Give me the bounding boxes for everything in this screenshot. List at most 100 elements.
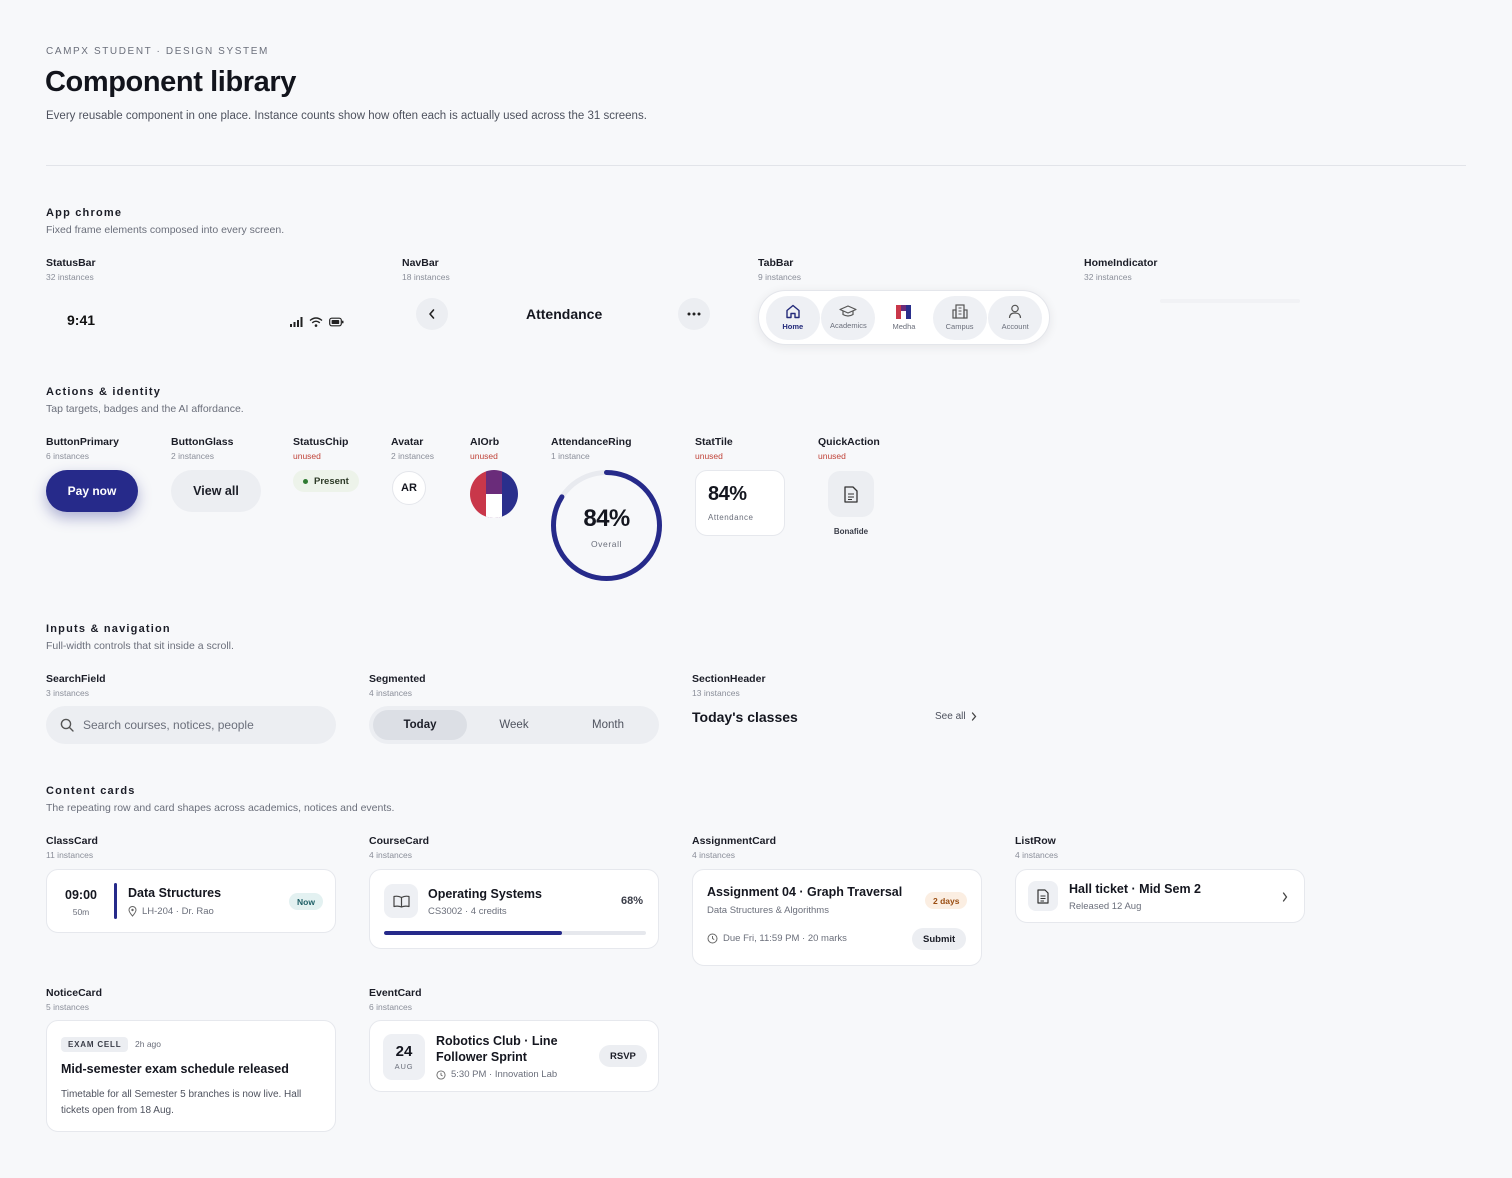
list-row-icon-box xyxy=(1028,881,1058,911)
segment-month[interactable]: Month xyxy=(592,719,624,731)
assignment-card-title: Assignment 04 · Graph Traversal xyxy=(707,885,903,899)
tab-account[interactable]: Account xyxy=(988,295,1043,340)
quick-action[interactable]: Bonafide xyxy=(828,471,874,536)
ai-orb-icon xyxy=(470,470,518,518)
document-icon xyxy=(844,485,858,503)
component-count: 32 instances xyxy=(1084,272,1132,282)
component-name: StatTile xyxy=(695,436,733,448)
avatar[interactable]: AR xyxy=(392,471,426,505)
component-count: 2 instances xyxy=(171,451,214,461)
status-chip: Present xyxy=(293,470,359,492)
tab-campus[interactable]: Campus xyxy=(932,295,987,340)
rsvp-button[interactable]: RSVP xyxy=(599,1045,647,1067)
class-card[interactable]: 09:00 50m Data Structures LH-204 · Dr. R… xyxy=(46,869,336,933)
view-all-button[interactable]: View all xyxy=(171,470,261,512)
section-header-title: Today's classes xyxy=(692,709,798,725)
component-count: 6 instances xyxy=(369,1002,412,1012)
component-name: SearchField xyxy=(46,673,106,685)
component-count: 4 instances xyxy=(692,850,735,860)
tab-medha[interactable]: Medha xyxy=(877,296,931,340)
chevron-left-icon xyxy=(429,309,435,319)
component-label-quickaction: QuickAction unused xyxy=(818,436,880,461)
tabbar: Home Academics Medha Campus Account xyxy=(758,290,1050,345)
component-name: CourseCard xyxy=(369,835,430,847)
component-name: ButtonPrimary xyxy=(46,436,119,448)
tab-label: Account xyxy=(1001,322,1029,331)
component-label-searchfield: SearchField 3 instances xyxy=(46,673,106,698)
component-name: NavBar xyxy=(402,257,439,269)
clock-icon xyxy=(707,933,718,944)
component-name: TabBar xyxy=(758,257,794,269)
navbar-back-button[interactable] xyxy=(416,298,448,330)
event-card-day: 24 xyxy=(395,1043,413,1060)
segment-today[interactable]: Today xyxy=(373,710,467,740)
stat-tile-value: 84% xyxy=(708,483,747,505)
status-dot-icon xyxy=(303,478,308,484)
see-all-link[interactable]: See all xyxy=(935,711,977,722)
component-count: 5 instances xyxy=(46,1002,89,1012)
navbar-more-button[interactable] xyxy=(678,298,710,330)
component-label-coursecard: CourseCard 4 instances xyxy=(369,835,429,860)
tab-academics[interactable]: Academics xyxy=(821,295,876,340)
header-divider xyxy=(46,165,1466,166)
section-title-content-cards: Content cards xyxy=(46,785,136,797)
component-count: 3 instances xyxy=(46,688,89,698)
graduation-cap-icon xyxy=(839,305,857,317)
search-icon xyxy=(60,718,74,732)
tab-home[interactable]: Home xyxy=(765,295,820,340)
component-label-navbar: NavBar 18 instances xyxy=(402,257,450,282)
search-input[interactable]: Search courses, notices, people xyxy=(83,718,254,732)
statusbar-time: 9:41 xyxy=(67,312,96,328)
component-label-sectionheader: SectionHeader 13 instances xyxy=(692,673,766,698)
document-icon xyxy=(1037,888,1049,904)
component-label-homeindicator: HomeIndicator 32 instances xyxy=(1084,257,1158,282)
component-label-classcard: ClassCard 11 instances xyxy=(46,835,98,860)
section-title-app-chrome: App chrome xyxy=(46,207,123,219)
component-count: unused xyxy=(293,451,321,461)
building-icon xyxy=(951,304,968,319)
class-card-time-block: 09:00 50m xyxy=(61,888,101,917)
medha-logo-icon xyxy=(896,304,912,319)
component-label-segmented: Segmented 4 instances xyxy=(369,673,426,698)
pay-now-button[interactable]: Pay now xyxy=(46,470,138,512)
component-count: unused xyxy=(695,451,723,461)
list-row[interactable]: Hall ticket · Mid Sem 2 Released 12 Aug xyxy=(1015,869,1305,923)
component-label-attendancering: AttendanceRing 1 instance xyxy=(551,436,632,461)
event-card[interactable]: 24 AUG Robotics Club · Line Follower Spr… xyxy=(369,1020,659,1092)
class-card-now-badge: Now xyxy=(289,893,323,910)
ai-orb[interactable] xyxy=(470,470,518,523)
search-field[interactable]: Search courses, notices, people xyxy=(46,706,336,744)
home-indicator-bar xyxy=(1160,299,1300,303)
home-icon xyxy=(786,304,800,319)
chevron-right-icon xyxy=(1282,892,1288,902)
component-name: ListRow xyxy=(1015,835,1056,847)
stat-tile: 84% Attendance xyxy=(695,470,785,536)
notice-card-body: Timetable for all Semester 5 branches is… xyxy=(61,1089,302,1116)
course-card-progress-track xyxy=(384,931,646,935)
tab-label: Medha xyxy=(892,321,916,331)
notice-card[interactable]: EXAM CELL 2h ago Mid-semester exam sched… xyxy=(46,1020,336,1132)
course-card-title: Operating Systems xyxy=(428,887,542,901)
attendance-ring-graphic xyxy=(551,470,662,581)
segment-week[interactable]: Week xyxy=(499,719,529,731)
component-label-eventcard: EventCard 6 instances xyxy=(369,987,422,1012)
attendance-ring-value: 84% xyxy=(583,505,630,532)
tab-label: Academics xyxy=(830,321,867,330)
section-subtitle-content-cards: The repeating row and card shapes across… xyxy=(46,802,395,814)
course-card[interactable]: Operating Systems CS3002 · 4 credits 68% xyxy=(369,869,659,949)
component-name: HomeIndicator xyxy=(1084,257,1158,269)
page-eyebrow: CAMPX STUDENT · DESIGN SYSTEM xyxy=(46,46,269,57)
submit-button[interactable]: Submit xyxy=(912,928,967,950)
event-card-meta: 5:30 PM · Innovation Lab xyxy=(436,1069,557,1080)
page-description: Every reusable component in one place. I… xyxy=(46,110,647,122)
list-row-title: Hall ticket · Mid Sem 2 xyxy=(1069,882,1201,896)
quick-action-icon-box xyxy=(828,471,874,517)
event-card-title: Robotics Club · Line Follower Sprint xyxy=(436,1034,558,1064)
see-all-label: See all xyxy=(935,711,966,722)
assignment-card-subtitle: Data Structures & Algorithms xyxy=(707,905,829,916)
component-name: Segmented xyxy=(369,673,426,685)
status-chip-label: Present xyxy=(314,475,349,487)
assignment-card[interactable]: Assignment 04 · Graph Traversal Data Str… xyxy=(692,869,982,966)
course-card-meta: CS3002 · 4 credits xyxy=(428,906,507,917)
course-card-progress-fill xyxy=(384,931,563,935)
